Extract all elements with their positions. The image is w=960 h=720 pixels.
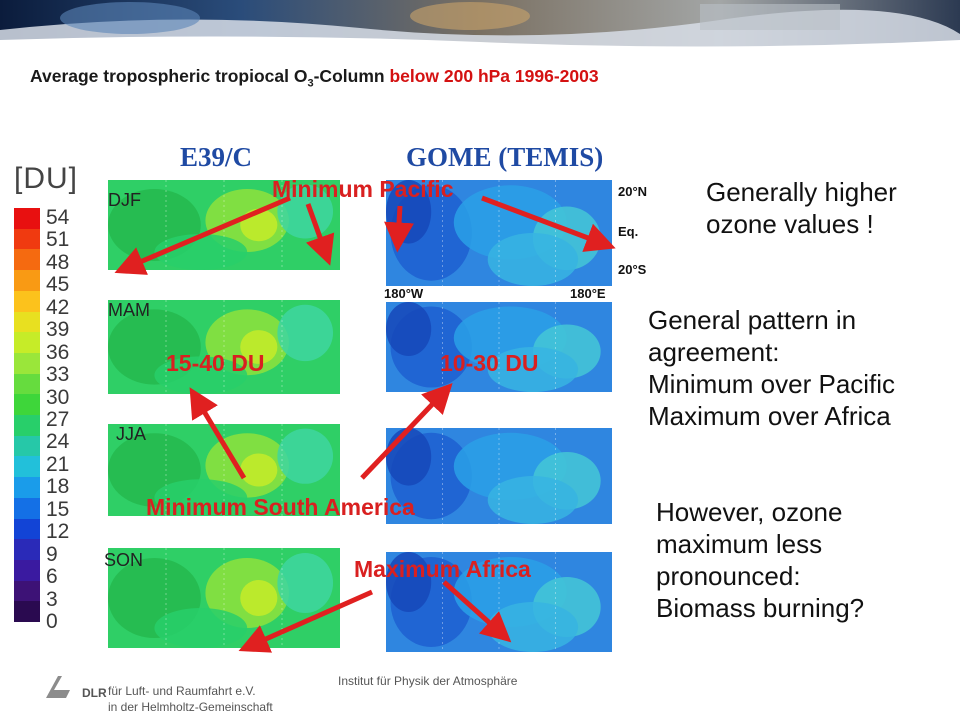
- lat-label-eq: Eq.: [618, 224, 639, 239]
- colorbar-tick-label: 0: [46, 610, 58, 633]
- slide-title: Average tropospheric tropiocal O3-Column…: [30, 66, 599, 90]
- footer-line2: in der Helmholtz-Gemeinschaft: [108, 700, 273, 714]
- colorbar-tick-label: 18: [46, 475, 70, 499]
- colorbar-tick-label: 45: [46, 273, 70, 297]
- footer-logo-text: DLR: [82, 686, 107, 700]
- colorbar-swatch: [14, 580, 40, 602]
- colorbar-swatch: [14, 270, 40, 292]
- season-label-son: SON: [104, 550, 144, 570]
- model-map-column: [88, 174, 352, 670]
- annotation-max-africa: Maximum Africa: [354, 556, 531, 582]
- note-general-pattern: General pattern in agreement: Minimum over…: [648, 305, 896, 431]
- colorbar-tick-label: 21: [46, 452, 70, 476]
- arrow-min-pacific-1: [114, 195, 291, 275]
- lon-label-180e: 180°E: [570, 286, 606, 301]
- colorbar-swatch: [14, 456, 40, 478]
- colorbar-tick-label: 36: [46, 340, 70, 364]
- colorbar-tick-label: 54: [46, 206, 70, 229]
- contour-map: [386, 302, 612, 392]
- contour-map: [108, 300, 340, 394]
- colorbar-swatch: [14, 539, 40, 561]
- colorbar-tick-label: 9: [46, 542, 58, 566]
- colorbar-swatch: [14, 394, 40, 416]
- unit-label: [DU]: [14, 162, 78, 195]
- arrow-min-pacific-2: [305, 203, 335, 266]
- contour-map: [386, 428, 612, 524]
- arrow-min-pacific-4: [481, 195, 616, 252]
- colorbar-swatch: [14, 311, 40, 333]
- colorbar-tick-label: 3: [46, 587, 58, 611]
- colorbar-swatch: [14, 415, 40, 437]
- dlr-logo-icon: [46, 676, 70, 698]
- colorbar-swatch: [14, 352, 40, 375]
- arrow-min-sa-2: [360, 382, 453, 480]
- lon-label-180w: 180°W: [384, 286, 424, 301]
- colorbar-swatch: [14, 477, 40, 499]
- colorbar-tick-label: 12: [46, 520, 70, 544]
- note-higher-ozone: Generally higher ozone values !: [706, 177, 897, 239]
- contour-map: [108, 548, 340, 648]
- colorbar-swatch: [14, 290, 40, 312]
- footer: DLR für Luft- und Raumfahrt e.V. in der …: [0, 668, 960, 720]
- colorbar-tick-label: 15: [46, 497, 70, 521]
- colorbar: [14, 208, 40, 623]
- lat-label-20s: 20°S: [618, 262, 647, 277]
- season-label-djf: DJF: [108, 190, 141, 210]
- colorbar-swatch: [14, 373, 40, 395]
- colorbar-swatch: [14, 332, 40, 354]
- arrow-max-africa-2: [442, 580, 512, 643]
- annotation-range-right: 10-30 DU: [440, 350, 539, 376]
- colorbar-swatch: [14, 228, 40, 250]
- arrow-max-africa-1: [238, 589, 374, 653]
- season-label-mam: MAM: [108, 300, 150, 320]
- model-title-left: E39/C: [180, 142, 253, 172]
- colorbar-swatch: [14, 497, 40, 519]
- colorbar-tick-label: 6: [46, 565, 58, 589]
- colorbar-tick-label: 42: [46, 295, 70, 319]
- colorbar-swatch: [14, 559, 40, 582]
- arrow-min-sa-1: [189, 387, 247, 480]
- arrow-min-pacific-3: [384, 205, 415, 253]
- colorbar-swatch: [14, 518, 40, 540]
- annotation-range-left: 15-40 DU: [166, 350, 265, 376]
- colorbar-tick-label: 33: [46, 363, 70, 387]
- lat-label-20n: 20°N: [618, 184, 648, 199]
- footer-institute: Institut für Physik der Atmosphäre: [338, 674, 518, 688]
- colorbar-tick-label: 39: [46, 318, 70, 342]
- colorbar-tick-label: 48: [46, 250, 70, 274]
- colorbar-labels: 54 51 48 45 42 39 36 33 30 27 24 21 18 15 12 9 6 3 0: [46, 207, 86, 632]
- colorbar-tick-label: 30: [46, 385, 70, 409]
- annotation-min-pacific: Minimum Pacific: [272, 176, 454, 202]
- colorbar-swatch: [14, 435, 40, 457]
- colorbar-swatch: [14, 249, 40, 271]
- season-label-jja: JJA: [116, 424, 147, 444]
- colorbar-swatch: [14, 601, 40, 623]
- annotation-min-south-america: Minimum South America: [146, 494, 415, 520]
- colorbar-tick-label: 27: [46, 408, 70, 431]
- header-banner: [0, 0, 960, 48]
- colorbar-tick-label: 24: [46, 430, 70, 454]
- contour-map: [108, 424, 340, 516]
- note-biomass-burning: However, ozone maximum less pronounced: Bio…: [656, 497, 865, 623]
- colorbar-tick-label: 51: [46, 228, 70, 252]
- footer-line1: für Luft- und Raumfahrt e.V.: [108, 684, 256, 698]
- model-title-right: GOME (TEMIS): [406, 142, 604, 172]
- colorbar-swatch: [14, 208, 40, 230]
